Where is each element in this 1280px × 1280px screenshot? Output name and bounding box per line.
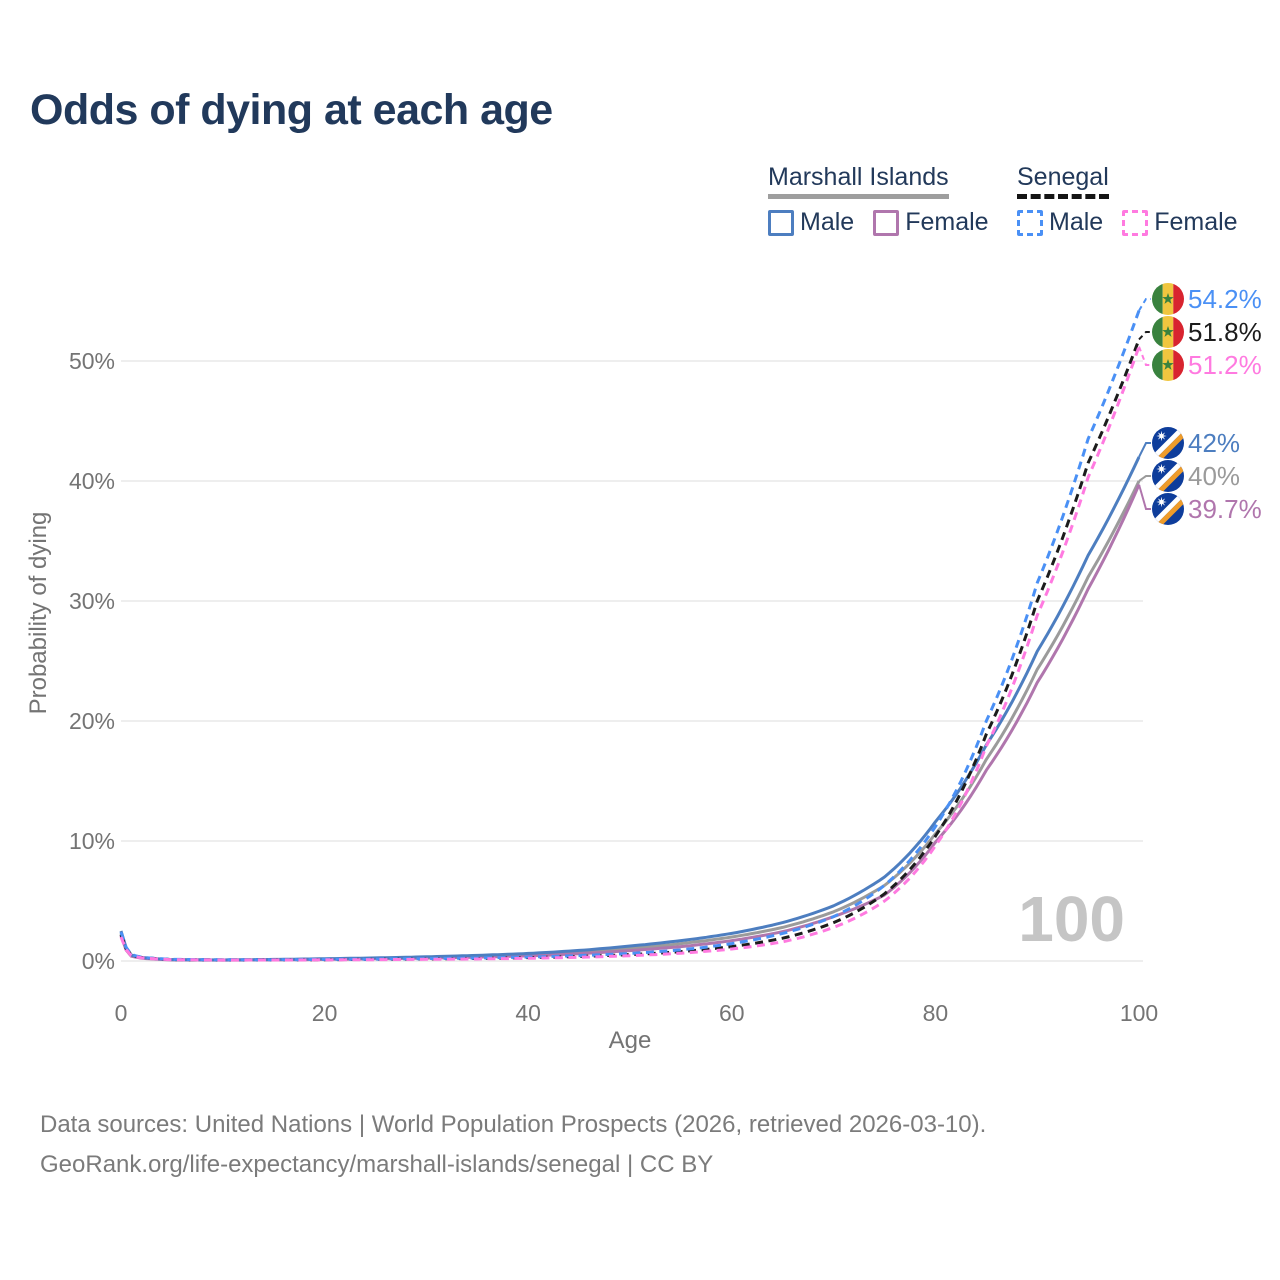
senegal-female-swatch-icon [1122, 209, 1149, 236]
marshall-islands-female-swatch-icon [873, 209, 900, 236]
marshall-islands-flag-icon [1152, 493, 1184, 525]
senegal-flag-icon [1152, 283, 1184, 315]
marshall-islands-flag-icon [1152, 427, 1184, 459]
end-value-label-sen-female[interactable]: 51.2% [1188, 350, 1262, 380]
age-indicator-watermark: 100 [1018, 883, 1125, 955]
label-connector-sen-male [1138, 298, 1151, 312]
x-tick-label: 40 [515, 1000, 541, 1026]
y-axis-title: Probability of dying [25, 512, 52, 715]
end-value-label-sen-male[interactable]: 54.2% [1188, 284, 1262, 314]
y-tick-label: 40% [69, 468, 115, 494]
label-connector-sen-both [1138, 331, 1151, 341]
chart-title: Odds of dying at each age [30, 86, 553, 134]
legend-label-male: Male [1049, 208, 1104, 236]
series-line-sen-female[interactable] [119, 346, 1141, 962]
y-tick-label: 50% [69, 348, 115, 374]
x-axis-title: Age [609, 1027, 652, 1054]
legend-label-female: Female [1154, 208, 1238, 236]
x-tick-label: 0 [115, 1000, 128, 1026]
label-connector-sen-female [1138, 346, 1151, 366]
footer: Data sources: United Nations | World Pop… [40, 1105, 986, 1185]
series-line-mi-male[interactable] [119, 456, 1141, 962]
legend-item-marshall-islands-male: Male [768, 208, 854, 237]
x-tick-label: 20 [312, 1000, 338, 1026]
legend-country-marshall-islands: Marshall Islands [768, 163, 949, 199]
legend-item-senegal-male: Male [1017, 208, 1103, 237]
senegal-flag-icon [1152, 349, 1184, 381]
label-connector-mi-both [1138, 475, 1151, 482]
legend-group-marshall-islands: Marshall Islands Male Female [768, 163, 989, 237]
label-connector-mi-female [1138, 484, 1151, 510]
y-tick-label: 0% [82, 948, 115, 974]
series-line-sen-male[interactable] [119, 310, 1141, 962]
end-value-label-sen-both[interactable]: 51.8% [1188, 317, 1262, 347]
x-tick-label: 60 [719, 1000, 745, 1026]
senegal-male-swatch-icon [1017, 209, 1043, 236]
marshall-islands-flag-icon [1152, 460, 1184, 492]
legend-item-senegal-female: Female [1122, 208, 1238, 237]
y-tick-label: 10% [69, 828, 115, 854]
legend-item-marshall-islands-female: Female [873, 208, 989, 237]
x-tick-label: 80 [923, 1000, 949, 1026]
label-connector-mi-male [1138, 442, 1151, 458]
y-tick-label: 20% [69, 708, 115, 734]
senegal-flag-icon [1152, 316, 1184, 348]
end-value-label-mi-both[interactable]: 40% [1188, 461, 1240, 491]
series-line-sen-both[interactable] [119, 338, 1141, 962]
footer-data-sources: Data sources: United Nations | World Pop… [40, 1111, 987, 1138]
y-tick-label: 30% [69, 588, 115, 614]
end-value-label-mi-male[interactable]: 42% [1188, 428, 1240, 458]
end-value-label-mi-female[interactable]: 39.7% [1188, 494, 1262, 524]
legend-label-female: Female [905, 208, 989, 236]
legend-label-male: Male [800, 208, 855, 236]
legend-group-senegal: Senegal Male Female [1017, 163, 1238, 237]
marshall-islands-male-swatch-icon [768, 209, 794, 236]
footer-attribution: GeoRank.org/life-expectancy/marshall-isl… [40, 1151, 714, 1178]
legend-country-senegal: Senegal [1017, 163, 1109, 199]
x-tick-label: 100 [1120, 1000, 1158, 1026]
